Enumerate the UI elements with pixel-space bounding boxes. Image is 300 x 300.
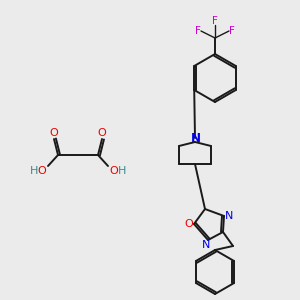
Text: F: F (195, 26, 201, 36)
Text: O: O (98, 128, 106, 138)
Text: O: O (110, 166, 118, 176)
Text: N: N (191, 131, 201, 145)
Text: F: F (229, 26, 235, 36)
Text: H: H (30, 166, 38, 176)
Text: O: O (184, 219, 194, 229)
Text: H: H (118, 166, 126, 176)
Text: F: F (212, 16, 218, 26)
Text: N: N (225, 211, 233, 221)
Text: N: N (202, 240, 210, 250)
Text: O: O (38, 166, 46, 176)
Text: O: O (50, 128, 58, 138)
